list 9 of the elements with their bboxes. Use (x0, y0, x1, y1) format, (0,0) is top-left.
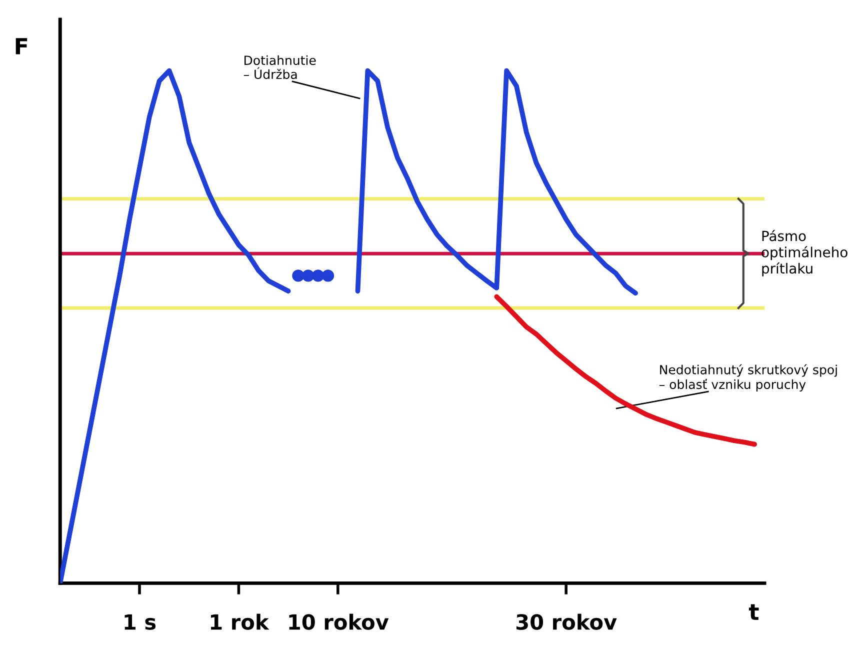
x-tick-label: 30 rokov (516, 614, 617, 630)
annotation: Pásmo optimálneho prítlaku (762, 230, 848, 276)
annotation: Nedotiahnutý skrutkový spoj – oblasť vzniku poruchy (659, 364, 837, 392)
x-tick-label: 10 rokov (289, 614, 389, 630)
y-axis-title: F (16, 38, 28, 54)
annotation: Dotiahnutie – Údržba (244, 55, 316, 80)
x-axis-title: t (748, 604, 759, 620)
x-tick-label: 1 rok (210, 614, 270, 630)
x-tick-label: 1 s (124, 614, 156, 630)
